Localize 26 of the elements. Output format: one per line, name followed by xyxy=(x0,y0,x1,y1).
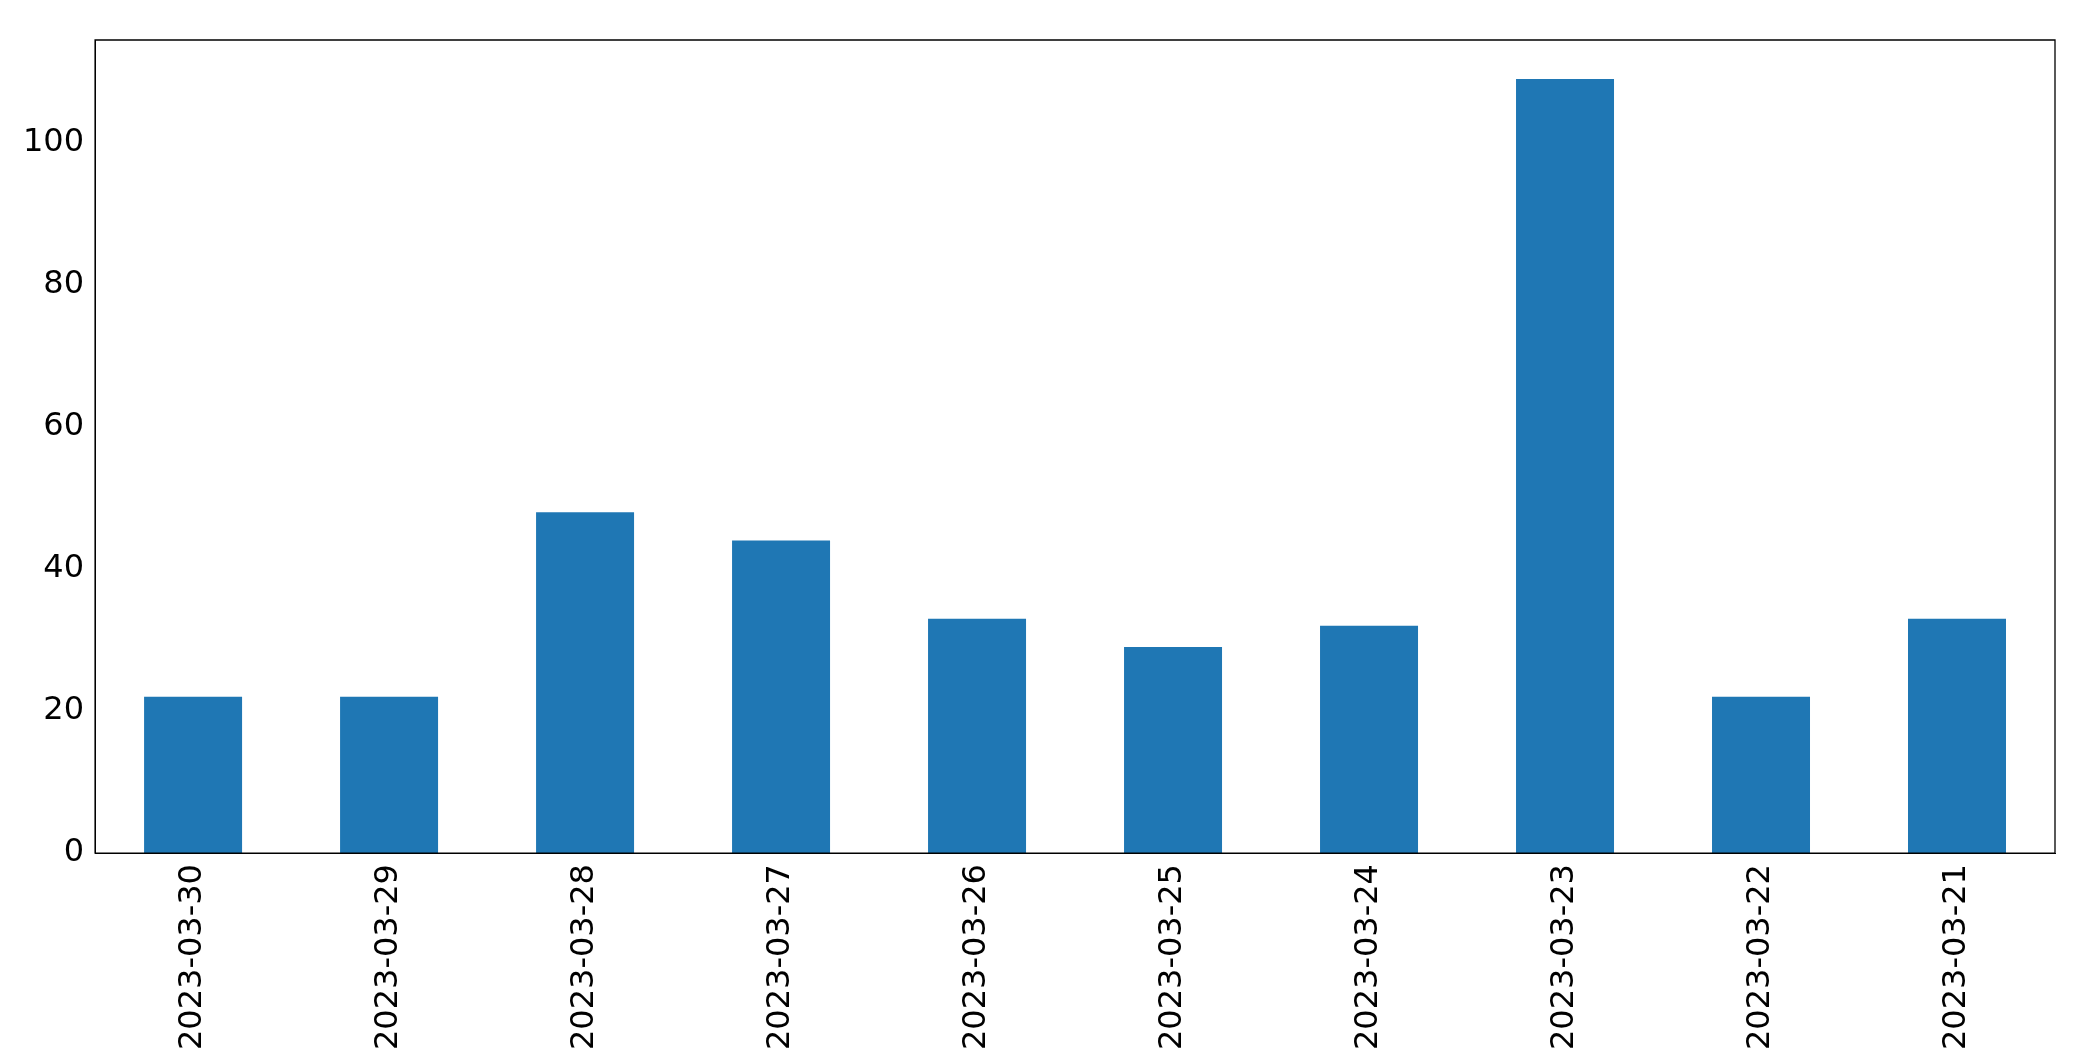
y-tick-label: 40 xyxy=(43,547,85,586)
bar xyxy=(732,540,831,854)
y-tick-label: 0 xyxy=(63,831,85,870)
x-tick-label: 2023-03-23 xyxy=(1543,864,1582,1050)
x-tick-label: 2023-03-22 xyxy=(1739,864,1778,1050)
bar xyxy=(1908,618,2006,854)
x-tick-label: 2023-03-30 xyxy=(171,864,210,1050)
bar xyxy=(1516,79,1615,854)
y-tick-label: 20 xyxy=(43,689,85,728)
bar xyxy=(1320,625,1419,854)
bar xyxy=(536,512,635,854)
y-tick-label: 60 xyxy=(43,405,85,444)
x-tick-label: 2023-03-28 xyxy=(563,864,602,1050)
bar xyxy=(1712,696,1811,854)
bar xyxy=(340,696,439,854)
bar xyxy=(1124,647,1223,854)
y-tick-label: 100 xyxy=(23,121,85,160)
x-tick-label: 2023-03-26 xyxy=(955,864,994,1050)
x-tick-label: 2023-03-25 xyxy=(1151,864,1190,1050)
bar xyxy=(144,696,243,854)
x-tick-label: 2023-03-21 xyxy=(1935,864,1974,1050)
bar xyxy=(928,618,1027,854)
y-tick-label: 80 xyxy=(43,263,85,302)
x-tick-label: 2023-03-24 xyxy=(1347,864,1386,1050)
x-tick-label: 2023-03-27 xyxy=(759,864,798,1050)
x-tick-label: 2023-03-29 xyxy=(367,864,406,1050)
